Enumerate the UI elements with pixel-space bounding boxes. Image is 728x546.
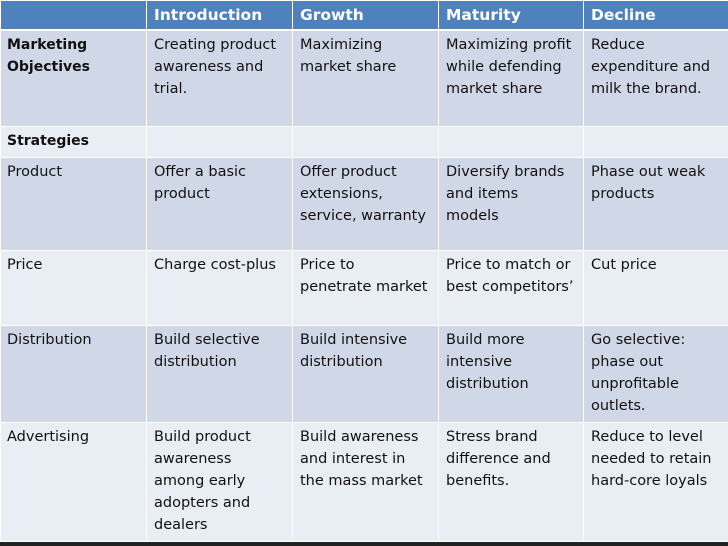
table-cell: Reduce expenditure and milk the brand. [583, 29, 728, 127]
header-cell-corner [0, 0, 147, 31]
table-row: Product Offer a basic product Offer prod… [0, 156, 728, 251]
table-cell: Build selective distribution [146, 324, 293, 423]
row-label: Product [0, 156, 147, 251]
header-cell-maturity: Maturity [438, 0, 584, 31]
bottom-divider [0, 542, 728, 546]
table-cell: Build product awareness among early adop… [146, 421, 293, 542]
row-label: Strategies [0, 125, 147, 158]
table-row: Strategies [0, 125, 728, 158]
table-row: Distribution Build selective distributio… [0, 324, 728, 423]
table-cell: Stress brand difference and benefits. [438, 421, 584, 542]
row-label: Marketing Objectives [0, 29, 147, 127]
header-row: Introduction Growth Maturity Decline [0, 0, 728, 31]
table-cell: Reduce to level needed to retain hard-co… [583, 421, 728, 542]
table-cell [438, 125, 584, 158]
table-row: Price Charge cost-plus Price to penetrat… [0, 249, 728, 326]
table-cell [583, 125, 728, 158]
table-cell [292, 125, 439, 158]
table-cell: Price to penetrate market [292, 249, 439, 326]
table-cell: Diversify brands and items models [438, 156, 584, 251]
header-cell-growth: Growth [292, 0, 439, 31]
table-cell: Build intensive distribution [292, 324, 439, 423]
row-label: Distribution [0, 324, 147, 423]
table-cell: Go selective: phase out unprofitable out… [583, 324, 728, 423]
table-cell: Build awareness and interest in the mass… [292, 421, 439, 542]
table-cell: Maximizing profit while defending market… [438, 29, 584, 127]
table-cell: Price to match or best competitors’ [438, 249, 584, 326]
table-cell: Cut price [583, 249, 728, 326]
table-cell [146, 125, 293, 158]
table-cell: Offer product extensions, service, warra… [292, 156, 439, 251]
table-cell: Maximizing market share [292, 29, 439, 127]
table-cell: Offer a basic product [146, 156, 293, 251]
table-row: Marketing Objectives Creating product aw… [0, 29, 728, 127]
table-row: Advertising Build product awareness amon… [0, 421, 728, 542]
table-cell: Phase out weak products [583, 156, 728, 251]
row-label: Price [0, 249, 147, 326]
table-cell: Creating product awareness and trial. [146, 29, 293, 127]
table-cell: Charge cost-plus [146, 249, 293, 326]
header-cell-introduction: Introduction [146, 0, 293, 31]
row-label: Advertising [0, 421, 147, 542]
header-cell-decline: Decline [583, 0, 728, 31]
table-cell: Build more intensive distribution [438, 324, 584, 423]
